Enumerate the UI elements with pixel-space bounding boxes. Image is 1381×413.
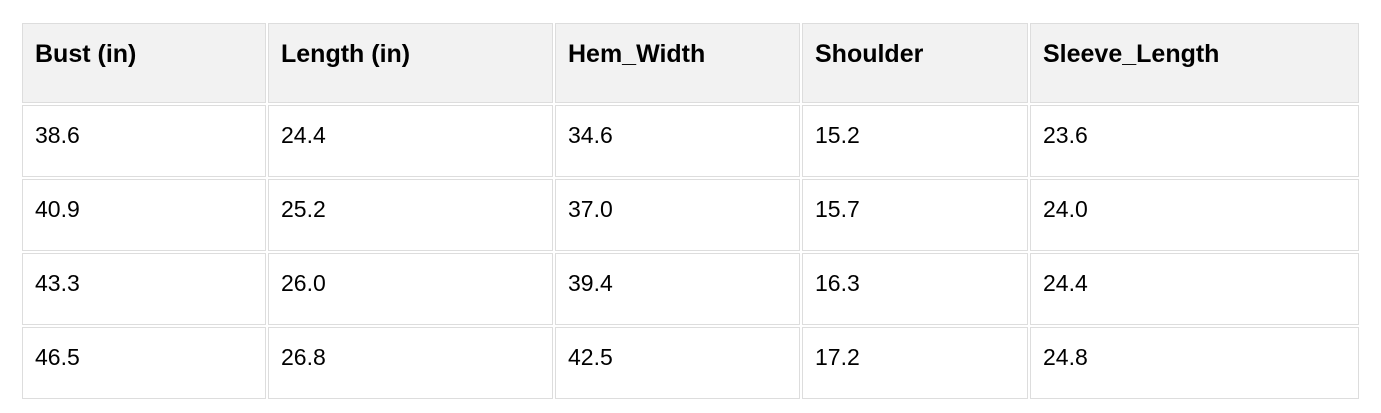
table-cell: 15.2 — [802, 105, 1028, 177]
table-cell: 23.6 — [1030, 105, 1359, 177]
table-cell: 16.3 — [802, 253, 1028, 325]
table-cell: 42.5 — [555, 327, 800, 399]
table-cell: 24.8 — [1030, 327, 1359, 399]
table-cell: 26.8 — [268, 327, 553, 399]
table-cell: 40.9 — [22, 179, 266, 251]
table-cell: 15.7 — [802, 179, 1028, 251]
table-cell: 46.5 — [22, 327, 266, 399]
table-row: 43.3 26.0 39.4 16.3 24.4 — [22, 253, 1359, 325]
table-cell: 43.3 — [22, 253, 266, 325]
table-cell: 26.0 — [268, 253, 553, 325]
column-header-hem-width: Hem_Width — [555, 23, 800, 103]
table-cell: 39.4 — [555, 253, 800, 325]
header-row: Bust (in) Length (in) Hem_Width Shoulder… — [22, 23, 1359, 103]
column-header-sleeve-length: Sleeve_Length — [1030, 23, 1359, 103]
table-cell: 24.0 — [1030, 179, 1359, 251]
table-cell: 24.4 — [268, 105, 553, 177]
table-cell: 37.0 — [555, 179, 800, 251]
table-cell: 25.2 — [268, 179, 553, 251]
column-header-length: Length (in) — [268, 23, 553, 103]
table-row: 40.9 25.2 37.0 15.7 24.0 — [22, 179, 1359, 251]
column-header-shoulder: Shoulder — [802, 23, 1028, 103]
column-header-bust: Bust (in) — [22, 23, 266, 103]
table-row: 46.5 26.8 42.5 17.2 24.8 — [22, 327, 1359, 399]
table-row: 38.6 24.4 34.6 15.2 23.6 — [22, 105, 1359, 177]
table-cell: 38.6 — [22, 105, 266, 177]
table-cell: 24.4 — [1030, 253, 1359, 325]
table-cell: 17.2 — [802, 327, 1028, 399]
size-chart-table: Bust (in) Length (in) Hem_Width Shoulder… — [20, 21, 1361, 401]
table-cell: 34.6 — [555, 105, 800, 177]
